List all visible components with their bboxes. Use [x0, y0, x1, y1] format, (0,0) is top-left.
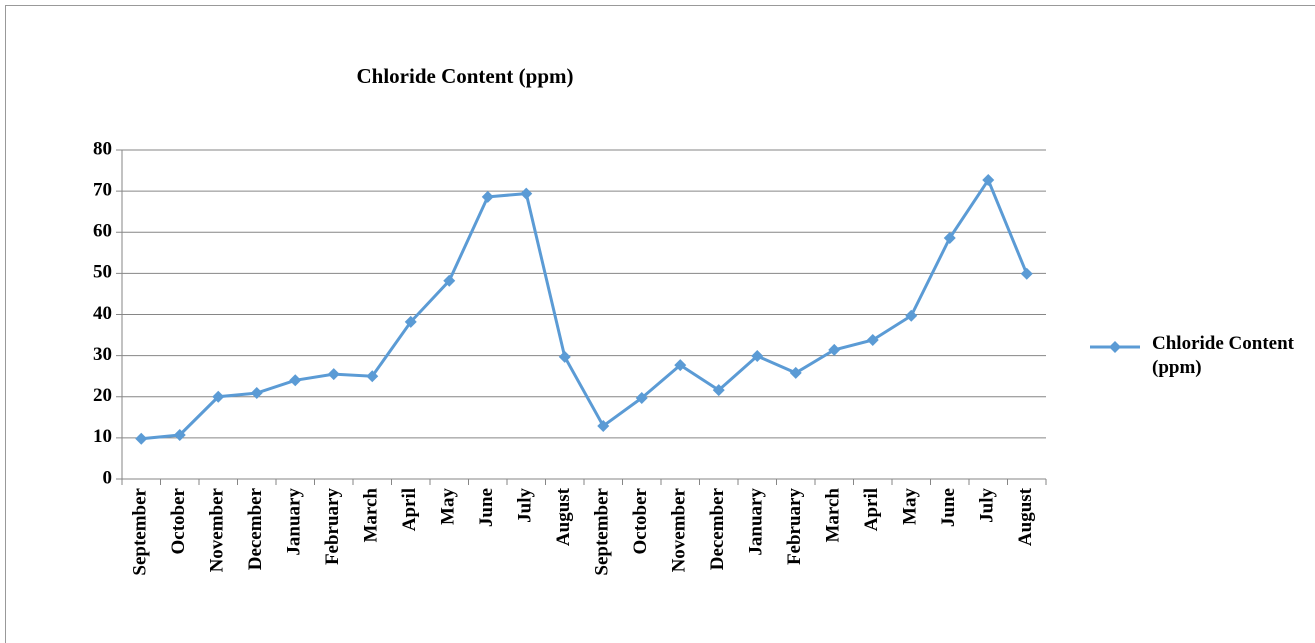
x-tick-label: March — [823, 488, 844, 543]
y-tick-label: 20 — [93, 385, 112, 406]
marker — [751, 350, 764, 363]
legend-label: Chloride Content (ppm) — [1152, 333, 1294, 378]
x-tick-label: December — [707, 487, 728, 570]
x-tick-label: May — [438, 488, 459, 525]
x-tick-label: August — [1015, 487, 1036, 546]
marker — [366, 370, 379, 383]
chart-title: Chloride Content (ppm) — [356, 64, 573, 88]
x-tick-label: August — [553, 487, 574, 546]
marker — [443, 274, 456, 287]
x-tick-label: July — [977, 488, 998, 523]
x-tick-label: February — [322, 488, 343, 566]
x-tick-label: January — [284, 488, 305, 556]
x-tick-label: March — [361, 488, 382, 543]
marker — [943, 232, 956, 245]
x-tick-label: June — [476, 488, 497, 527]
x-tick-label: October — [630, 487, 651, 554]
x-tick-label: July — [515, 488, 536, 523]
marker — [212, 390, 225, 403]
x-tick-label: April — [861, 488, 882, 531]
marker — [558, 350, 571, 363]
y-tick-label: 80 — [93, 138, 112, 159]
x-tick-label: June — [938, 488, 959, 527]
y-tick-label: 50 — [93, 262, 112, 283]
chart-border — [5, 5, 1315, 643]
marker — [404, 315, 417, 328]
marker — [597, 419, 610, 432]
marker — [828, 343, 841, 356]
marker — [1020, 267, 1033, 280]
marker — [135, 432, 148, 445]
marker — [327, 368, 340, 381]
marker — [982, 174, 995, 187]
y-tick-label: 10 — [93, 426, 112, 447]
line — [141, 176, 1029, 441]
x-tick-label: November — [669, 487, 690, 572]
marker — [173, 428, 186, 441]
marker — [789, 366, 802, 379]
x-tick-label: October — [168, 487, 189, 554]
y-tick-label: 70 — [93, 179, 112, 200]
marker — [289, 374, 302, 387]
marker — [520, 187, 533, 200]
x-tick-label: September — [130, 487, 151, 575]
marker — [712, 384, 725, 397]
marker — [866, 333, 879, 346]
x-tick-label: May — [900, 488, 921, 525]
x-tick-label: January — [746, 488, 767, 556]
y-tick-label: 40 — [93, 303, 112, 324]
marker — [635, 391, 648, 404]
marker — [250, 387, 263, 400]
x-tick-label: April — [399, 488, 420, 531]
x-tick-label: November — [207, 487, 228, 572]
marker — [481, 190, 494, 203]
marker — [905, 309, 918, 322]
y-tick-label: 30 — [93, 344, 112, 365]
x-tick-label: December — [245, 487, 266, 570]
marker — [674, 359, 687, 372]
y-tick-label: 0 — [103, 467, 113, 488]
y-tick-label: 60 — [93, 221, 112, 242]
x-tick-label: February — [784, 488, 805, 566]
legend-marker — [1109, 341, 1121, 353]
x-tick-label: September — [592, 487, 613, 575]
